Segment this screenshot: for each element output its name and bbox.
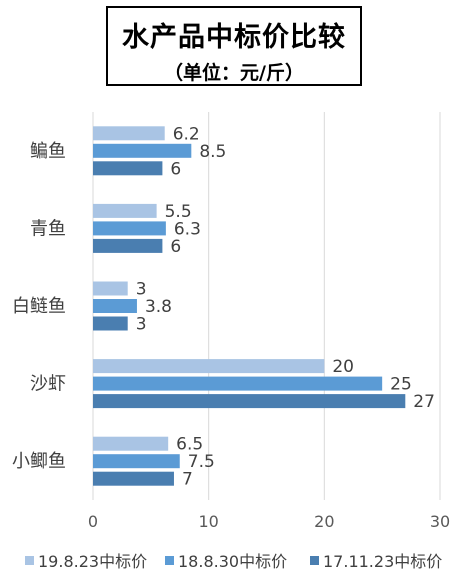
bar — [93, 471, 174, 486]
bar — [93, 299, 137, 313]
category-label: 青鱼 — [30, 218, 66, 239]
legend-label: 19.8.23中标价 — [38, 552, 147, 571]
data-label: 25 — [390, 375, 412, 395]
category-label: 白鲢鱼 — [12, 296, 66, 317]
data-label: 7 — [182, 470, 193, 490]
x-tick-label: 30 — [430, 512, 450, 531]
x-tick-label: 20 — [314, 512, 334, 531]
category-label: 鳊鱼 — [30, 141, 66, 162]
bar — [93, 281, 128, 296]
bar — [93, 436, 169, 451]
data-label: 3 — [136, 315, 147, 335]
bar — [93, 161, 163, 176]
x-axis-ticks: 0 10 20 30 — [88, 512, 450, 531]
legend-swatch — [25, 556, 34, 565]
bar — [93, 126, 165, 141]
bar — [93, 359, 325, 374]
chart-title: 水产品中标价比较 — [122, 22, 346, 53]
category-label: 小鲫鱼 — [12, 451, 66, 472]
bar — [93, 376, 383, 391]
data-label: 3 — [136, 280, 147, 300]
data-label: 5.5 — [165, 202, 192, 222]
bar — [93, 221, 166, 236]
bar-series — [93, 126, 406, 486]
x-tick-label: 10 — [198, 512, 218, 531]
x-tick-label: 0 — [88, 512, 98, 531]
bar — [93, 316, 128, 331]
bar — [93, 394, 406, 409]
category-label: 沙虾 — [30, 374, 66, 395]
legend-label: 18.8.30中标价 — [178, 552, 287, 571]
data-label: 27 — [413, 392, 435, 412]
data-label: 6 — [170, 237, 181, 257]
legend-swatch — [310, 556, 319, 565]
legend-swatch — [165, 556, 174, 565]
legend-label: 17.11.23中标价 — [323, 552, 442, 571]
data-label: 8.5 — [199, 142, 226, 162]
legend: 19.8.23中标价 18.8.30中标价 17.11.23中标价 — [25, 552, 442, 571]
bar — [93, 203, 157, 218]
bar — [93, 238, 163, 253]
data-label: 6.2 — [173, 124, 200, 144]
chart-subtitle: （单位：元/斤） — [164, 62, 304, 84]
data-label: 7.5 — [188, 452, 215, 472]
bar — [93, 143, 192, 158]
title-box: 水产品中标价比较 （单位：元/斤） — [106, 6, 362, 86]
data-label: 6.3 — [174, 219, 201, 239]
data-label: 6.5 — [176, 435, 203, 455]
data-label: 6 — [170, 159, 181, 179]
data-label: 20 — [332, 357, 354, 377]
bar — [93, 454, 180, 469]
data-label: 3.8 — [145, 297, 172, 317]
